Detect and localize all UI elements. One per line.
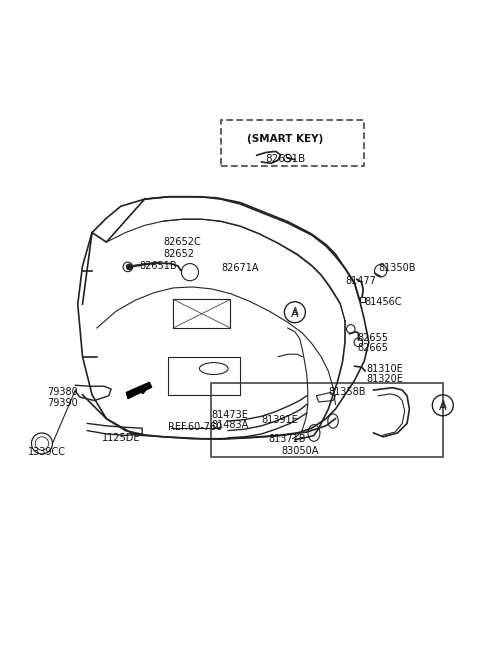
Text: 82652: 82652	[164, 249, 195, 259]
Circle shape	[126, 264, 132, 270]
Text: 1125DE: 1125DE	[102, 433, 140, 443]
Polygon shape	[126, 382, 152, 399]
Text: 81358B: 81358B	[328, 388, 366, 398]
Text: A: A	[291, 309, 299, 319]
Text: 82655: 82655	[357, 333, 388, 342]
Text: 82651B: 82651B	[265, 154, 305, 163]
Text: 79380: 79380	[47, 388, 77, 398]
Text: A: A	[439, 401, 446, 412]
Text: 79390: 79390	[47, 398, 77, 408]
Text: 83050A: 83050A	[281, 445, 318, 456]
Text: 81371B: 81371B	[269, 434, 306, 443]
Text: 82671A: 82671A	[221, 263, 258, 274]
Text: 81473E: 81473E	[211, 410, 248, 420]
Text: 82665: 82665	[357, 343, 388, 353]
Text: 82652C: 82652C	[164, 237, 202, 247]
Text: A: A	[440, 400, 446, 410]
Text: 1339CC: 1339CC	[28, 447, 66, 457]
Text: REF.60-760: REF.60-760	[168, 422, 222, 432]
Text: 81320E: 81320E	[366, 374, 403, 384]
Text: 81483A: 81483A	[211, 420, 249, 430]
Text: 82651B: 82651B	[140, 261, 178, 271]
Circle shape	[123, 262, 132, 272]
Text: A: A	[291, 307, 298, 318]
Text: (SMART KEY): (SMART KEY)	[247, 134, 324, 144]
Text: 81456C: 81456C	[364, 297, 402, 307]
Text: 81477: 81477	[345, 276, 376, 286]
Text: 81391E: 81391E	[262, 415, 298, 425]
Bar	[211, 383, 443, 457]
Text: 81310E: 81310E	[366, 363, 403, 373]
Text: 81350B: 81350B	[378, 263, 416, 274]
